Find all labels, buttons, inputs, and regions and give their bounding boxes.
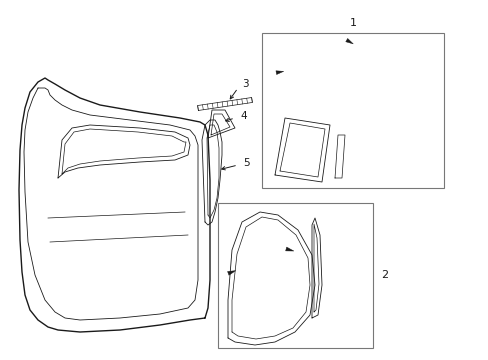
Polygon shape [285,247,293,251]
Text: 1: 1 [349,18,356,28]
Text: 3: 3 [242,79,248,89]
Bar [262,33,443,188]
Polygon shape [275,71,283,75]
Polygon shape [227,271,235,275]
Text: 5: 5 [243,158,249,168]
Bar [218,203,372,348]
Text: 4: 4 [240,111,246,121]
Text: 2: 2 [380,270,387,280]
Polygon shape [345,39,352,44]
